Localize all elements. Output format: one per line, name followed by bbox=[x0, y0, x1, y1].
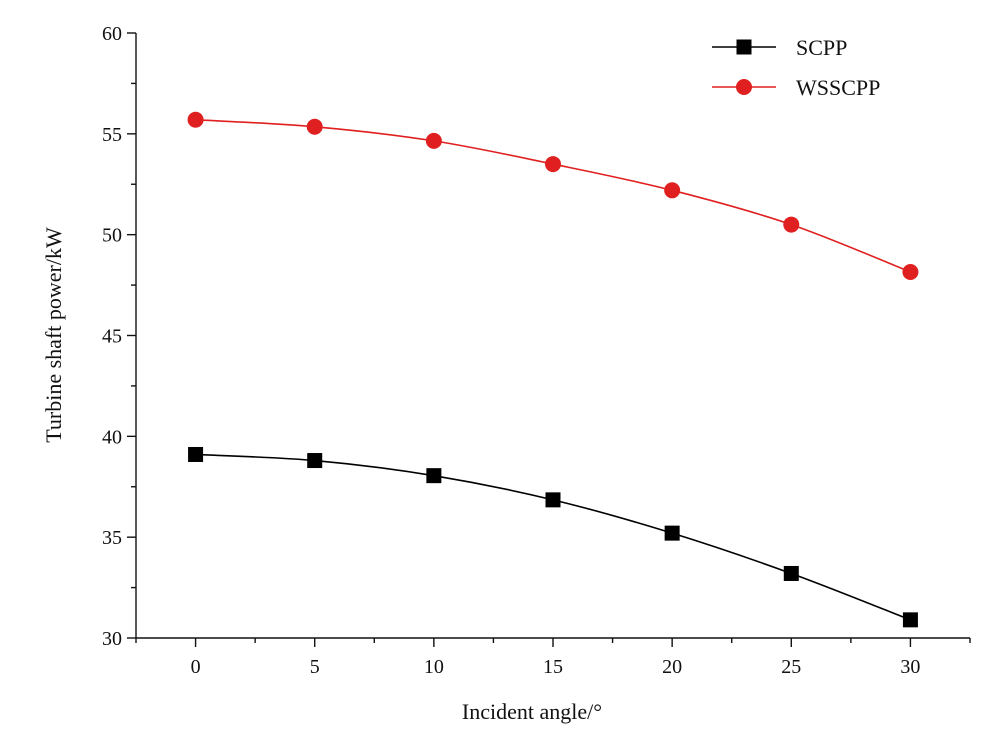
x-tick-label: 0 bbox=[191, 656, 201, 678]
x-tick-label: 20 bbox=[662, 656, 682, 678]
circle-marker bbox=[783, 216, 800, 233]
series-layer bbox=[187, 111, 919, 628]
x-tick-label: 5 bbox=[310, 656, 320, 678]
y-tick-label: 35 bbox=[102, 527, 122, 549]
square-marker bbox=[902, 612, 918, 628]
square-marker bbox=[188, 446, 204, 462]
square-marker bbox=[307, 453, 323, 469]
x-tick-label: 30 bbox=[900, 656, 920, 678]
legend-label: WSSCPP bbox=[796, 75, 880, 100]
y-tick-label: 30 bbox=[102, 628, 122, 650]
square-marker bbox=[545, 492, 561, 508]
series-line bbox=[195, 118, 911, 273]
circle-marker bbox=[306, 118, 323, 135]
series-scpp bbox=[188, 446, 918, 628]
x-tick-label: 25 bbox=[781, 656, 801, 678]
legend-circle-marker bbox=[736, 79, 752, 95]
circle-marker bbox=[425, 132, 442, 149]
x-tick-label: 10 bbox=[424, 656, 444, 678]
y-tick-label: 55 bbox=[102, 124, 122, 146]
square-marker bbox=[426, 468, 442, 484]
x-axis-label: Incident angle/° bbox=[462, 699, 602, 724]
square-marker bbox=[783, 565, 799, 581]
x-ticks: 0 5 10 15 20 25 30 bbox=[135, 638, 971, 678]
legend-item: SCPP bbox=[712, 35, 847, 60]
legend-item: WSSCPP bbox=[712, 75, 880, 100]
y-ticks: 30 35 40 45 50 55 60 bbox=[102, 23, 136, 650]
y-tick-label: 50 bbox=[102, 225, 122, 247]
legend-square-marker bbox=[736, 39, 752, 55]
y-tick-label: 45 bbox=[102, 326, 122, 348]
circle-marker bbox=[187, 111, 204, 128]
circle-marker bbox=[902, 263, 919, 280]
series-wsscpp bbox=[187, 111, 919, 280]
y-tick-label: 40 bbox=[102, 426, 122, 448]
series-line bbox=[195, 453, 911, 621]
x-tick-label: 15 bbox=[543, 656, 563, 678]
circle-marker bbox=[545, 156, 561, 173]
circle-marker bbox=[664, 182, 681, 199]
y-tick-label: 60 bbox=[102, 23, 122, 45]
square-marker bbox=[664, 525, 680, 541]
legend: SCPP WSSCPP bbox=[712, 35, 880, 100]
legend-label: SCPP bbox=[796, 35, 847, 60]
y-axis-label: Turbine shaft power/kW bbox=[41, 227, 66, 443]
